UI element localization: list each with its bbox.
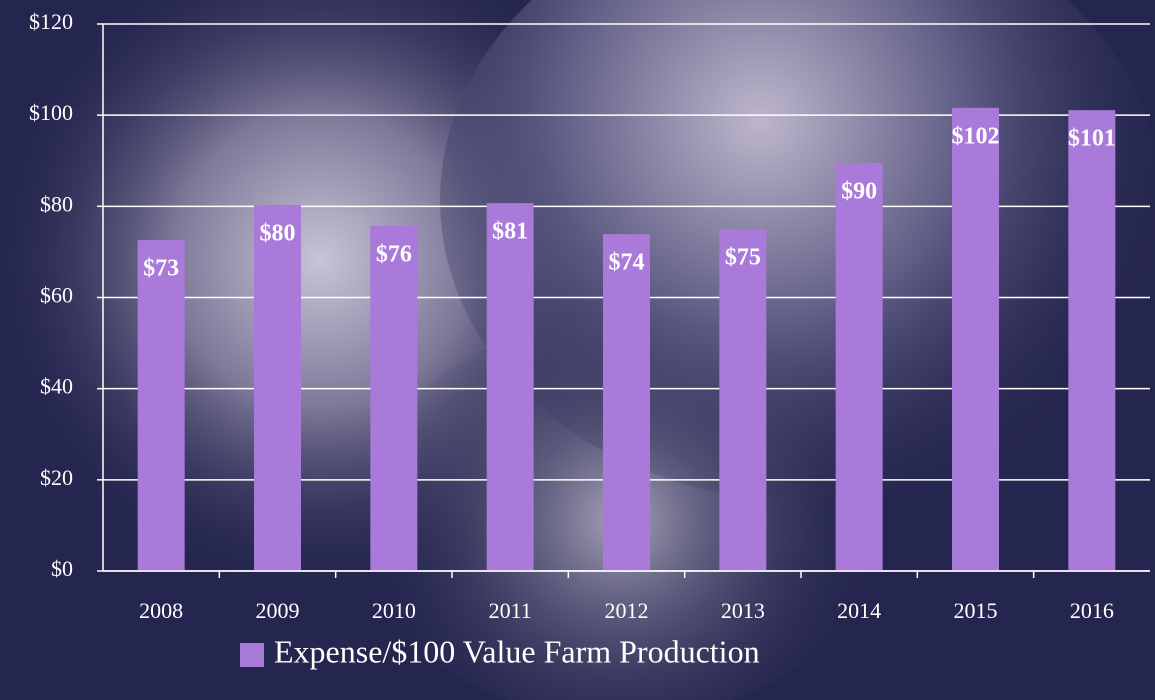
legend-label: Expense/$100 Value Farm Production — [274, 633, 760, 669]
bar — [486, 203, 534, 571]
y-tick-label: $0 — [51, 556, 73, 581]
x-tick-label: 2013 — [721, 598, 765, 623]
bar — [603, 234, 650, 571]
bar — [370, 225, 418, 571]
y-tick-label: $40 — [40, 374, 73, 399]
bar — [254, 204, 301, 572]
y-tick-label: $120 — [29, 9, 73, 34]
y-tick-label: $100 — [29, 100, 73, 125]
x-tick-label: 2008 — [139, 598, 183, 623]
x-tick-label: 2011 — [489, 598, 532, 623]
bar — [952, 107, 999, 571]
data-label: $74 — [609, 250, 645, 276]
data-label: $73 — [143, 256, 179, 282]
x-tick-label: 2015 — [954, 598, 998, 623]
bar — [719, 229, 767, 571]
data-label: $80 — [260, 220, 296, 246]
x-tick-label: 2016 — [1070, 598, 1114, 623]
legend-swatch — [240, 643, 264, 667]
data-label: $90 — [841, 179, 877, 205]
x-tick-label: 2009 — [256, 598, 300, 623]
x-tick-label: 2012 — [605, 598, 649, 623]
plot-area: $0 $20 $40 $60 $80 $100 $120 2008 $73 2009 $80 2010… — [29, 9, 1150, 669]
data-label: $75 — [725, 245, 761, 271]
data-label: $102 — [952, 123, 1000, 149]
y-tick-label: $60 — [40, 283, 73, 308]
bar — [835, 163, 883, 571]
y-tick-label: $80 — [40, 191, 73, 216]
x-tick-label: 2010 — [372, 598, 416, 623]
data-label: $76 — [376, 241, 412, 267]
data-label: $101 — [1068, 126, 1116, 152]
data-label: $81 — [492, 219, 528, 245]
bar — [137, 240, 185, 571]
x-tick-label: 2014 — [837, 598, 881, 623]
y-tick-label: $20 — [40, 465, 73, 490]
bar — [1068, 110, 1116, 571]
